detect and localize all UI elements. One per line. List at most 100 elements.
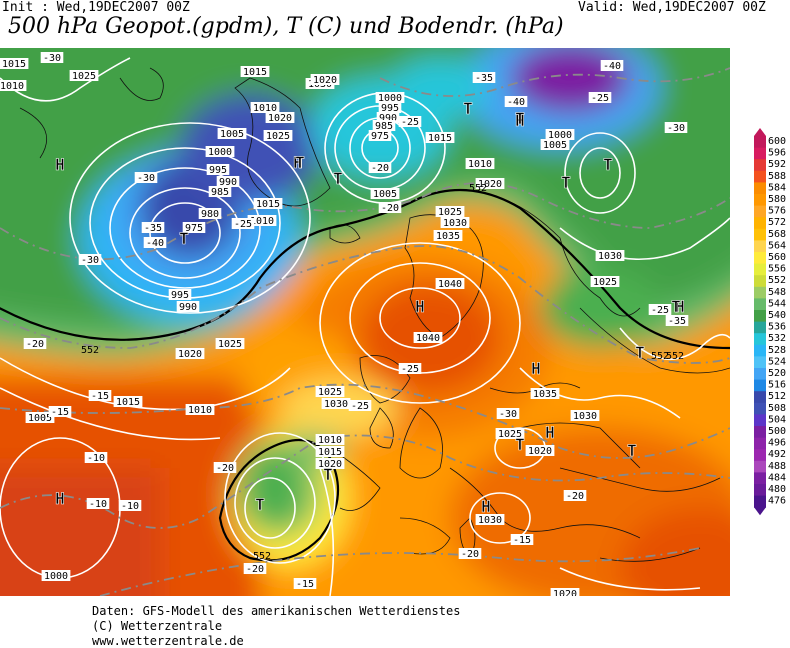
svg-text:-10: -10 [87, 453, 105, 464]
isotherm-label: -30 [40, 52, 64, 64]
isotherm-label: -30 [78, 254, 102, 266]
high-pressure-center: H [515, 111, 525, 130]
svg-text:1020: 1020 [313, 75, 337, 86]
isotherm-label: -35 [665, 315, 689, 327]
legend-swatch [754, 484, 766, 497]
svg-text:-20: -20 [246, 564, 264, 575]
isobar-label: 1015 [253, 198, 283, 210]
svg-text:-15: -15 [296, 579, 314, 590]
legend-level-label: 532 [768, 333, 786, 344]
legend-swatch [754, 391, 766, 404]
isobar-label: 1020 [265, 112, 295, 124]
svg-text:-25: -25 [401, 117, 419, 128]
isobar-label: 1025 [495, 428, 525, 440]
low-pressure-center: T [627, 441, 637, 460]
isobar-label: 1030 [321, 398, 351, 410]
svg-text:1035: 1035 [436, 231, 460, 242]
svg-text:1000: 1000 [44, 571, 68, 582]
isobar-label: 1010 [250, 102, 280, 114]
svg-text:1010: 1010 [0, 81, 24, 92]
isotherm-label: -35 [472, 72, 496, 84]
website-link[interactable]: www.wetterzentrale.de [92, 634, 244, 648]
valid-time-label: Valid: Wed,19DEC2007 00Z [578, 0, 766, 15]
low-pressure-center: T [603, 155, 613, 174]
isobar-label: 1035 [530, 388, 560, 400]
svg-text:1010: 1010 [250, 216, 274, 227]
svg-text:-35: -35 [144, 223, 162, 234]
legend-swatch [754, 136, 766, 149]
svg-text:-30: -30 [137, 173, 155, 184]
svg-text:1035: 1035 [533, 389, 557, 400]
svg-text:995: 995 [171, 290, 189, 301]
isobar-label: 990 [376, 112, 400, 124]
high-pressure-center: H [481, 497, 491, 516]
svg-text:552: 552 [81, 345, 99, 356]
svg-text:975: 975 [371, 131, 389, 142]
legend-level-label: 572 [768, 217, 786, 228]
svg-text:-15: -15 [91, 391, 109, 402]
isobar-label: 1020 [525, 445, 555, 457]
color-scale-legend: 600 596 592 588 584 580 576 572 568 564 560 556 552 5… [752, 128, 790, 528]
map-title: 500 hPa Geopot.(gpdm), T (C) und Bodendr… [8, 14, 564, 39]
svg-text:-25: -25 [401, 364, 419, 375]
legend-swatch [754, 356, 766, 369]
isobar-label: 995 [206, 164, 230, 176]
svg-text:1030: 1030 [598, 251, 622, 262]
legend-level-label: 596 [768, 148, 786, 159]
isotherm-label: -25 [648, 304, 672, 316]
low-pressure-center: T [561, 173, 571, 192]
svg-text:552: 552 [651, 351, 669, 362]
legend-arrow-top [754, 128, 766, 136]
legend-level-label: 500 [768, 426, 786, 437]
temperature-labels: -30 -35 -40 -25 -20 -15 -10 -30 -35 -40 -30 -25 -20 -… [23, 52, 689, 590]
svg-text:1010: 1010 [318, 435, 342, 446]
svg-text:-30: -30 [43, 53, 61, 64]
svg-text:552: 552 [469, 183, 487, 194]
high-pressure-center: H [675, 297, 685, 316]
legend-level-label: 508 [768, 403, 786, 414]
svg-text:-20: -20 [566, 491, 584, 502]
isobar-label: 1025 [315, 386, 345, 398]
isobar-label: 1030 [595, 250, 625, 262]
svg-text:1025: 1025 [218, 339, 242, 350]
weather-map: 1015 1025 1010 1020 1015 1010 1005 1000 995 990 98… [0, 48, 730, 596]
legend-swatch [754, 379, 766, 392]
low-pressure-center: T [333, 169, 343, 188]
legend-level-label: 552 [768, 275, 786, 286]
legend-swatch [754, 460, 766, 473]
svg-text:-20: -20 [371, 163, 389, 174]
isobar-label: 1010 [315, 434, 345, 446]
init-time-label: Init : Wed,19DEC2007 00Z [2, 0, 190, 15]
isobar-label: 975 [182, 222, 206, 234]
svg-text:-25: -25 [234, 219, 252, 230]
legend-level-label: 584 [768, 182, 786, 193]
isobar-label: 1010 [185, 404, 215, 416]
isobar-label: 1025 [435, 206, 465, 218]
legend-swatch [754, 263, 766, 276]
svg-text:1005: 1005 [220, 129, 244, 140]
svg-text:1020: 1020 [318, 459, 342, 470]
svg-text:-25: -25 [651, 305, 669, 316]
svg-text:1030: 1030 [478, 515, 502, 526]
geopotential-field [0, 48, 730, 596]
isobar-label: 1015 [0, 58, 29, 70]
legend-swatch [754, 414, 766, 427]
isotherm-label: -40 [600, 60, 624, 72]
isobar-label: 1015 [113, 396, 143, 408]
isotherm-label: -20 [458, 548, 482, 560]
legend-swatch [754, 147, 766, 160]
legend-swatch [754, 310, 766, 323]
svg-text:-30: -30 [499, 409, 517, 420]
isotherm-label: -25 [231, 218, 255, 230]
svg-text:985: 985 [375, 121, 393, 132]
isotherm-label: -25 [398, 363, 422, 375]
isotherm-label: -20 [368, 162, 392, 174]
svg-text:1015: 1015 [318, 447, 342, 458]
high-pressure-center: H [55, 155, 65, 174]
legend-swatch [754, 228, 766, 241]
isobar-label: 1000 [375, 92, 405, 104]
svg-text:1040: 1040 [416, 333, 440, 344]
legend-level-label: 576 [768, 206, 786, 217]
